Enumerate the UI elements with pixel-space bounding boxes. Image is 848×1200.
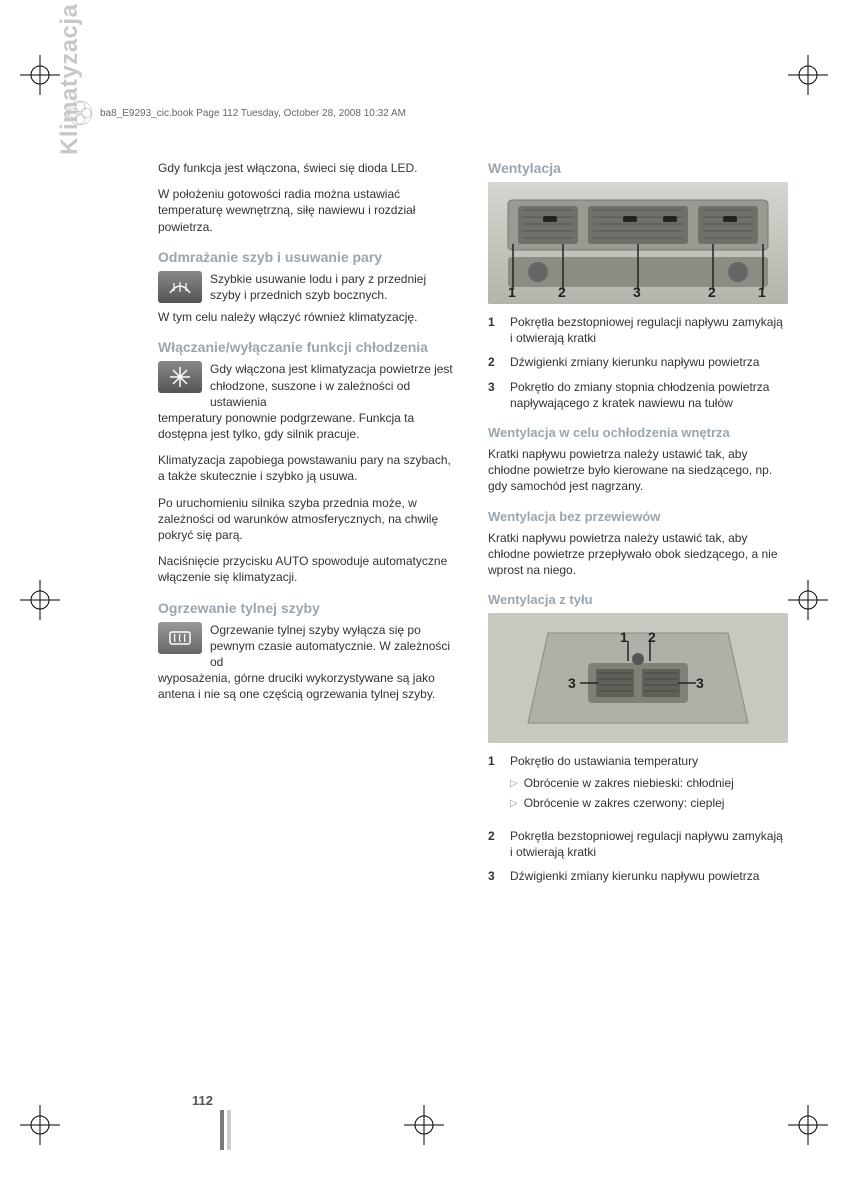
heading-no-draft: Wentylacja bez przewiewów <box>488 509 788 524</box>
heading-defrost: Odmrażanie szyb i usuwanie pary <box>158 249 458 265</box>
list-item: 3Dźwigienki zmiany kierunku napływu powi… <box>488 868 788 884</box>
crop-mark-tr <box>788 55 828 95</box>
page-bar-indicator <box>220 1110 231 1150</box>
right-column: Wentylacja <box>488 160 788 892</box>
cooling-text: Gdy włączona jest klimatyzacja powietrze… <box>210 361 458 410</box>
page-number: 112 <box>192 1093 213 1108</box>
fig2-label-2: 2 <box>648 629 656 645</box>
heading-cool-interior: Wentylacja w celu ochłodzenia wnętrza <box>488 425 788 440</box>
cooling-block: Gdy włączona jest klimatyzacja powietrze… <box>158 361 458 410</box>
fig2-label-3b: 3 <box>696 675 704 691</box>
rear-heat-after: wyposażenia, górne druciki wykorzystywan… <box>158 670 458 702</box>
fig2-label-3a: 3 <box>568 675 576 691</box>
intro-p1: Gdy funkcja jest włączona, świeci się di… <box>158 160 458 176</box>
triangle-icon: ▷ <box>510 797 518 811</box>
section-tab: Klimatyzacja <box>56 4 84 155</box>
list-item: 2Pokrętła bezstopniowej regulacji napływ… <box>488 828 788 860</box>
rear-vent-list: 1 Pokrętło do ustawiania temperatury ▷Ob… <box>488 753 788 884</box>
rear-heat-block: Ogrzewanie tylnej szyby wyłącza się po p… <box>158 622 458 671</box>
sub-item: ▷Obrócenie w zakres niebieski: chłodniej <box>510 775 788 791</box>
heading-rear-heat: Ogrzewanie tylnej szyby <box>158 600 458 616</box>
fig1-label-1b: 1 <box>758 284 766 300</box>
crop-mark-br <box>788 1105 828 1145</box>
list-item: 1Pokrętła bezstopniowej regulacji napływ… <box>488 314 788 346</box>
rear-heat-text: Ogrzewanie tylnej szyby wyłącza się po p… <box>210 622 458 671</box>
cooling-p4: Naciśnięcie przycisku AUTO spowoduje aut… <box>158 553 458 585</box>
list-item: 1 Pokrętło do ustawiania temperatury ▷Ob… <box>488 753 788 820</box>
cooling-p3: Po uruchomieniu silnika szyba przednia m… <box>158 495 458 544</box>
figure-rear-vents: 1 2 3 3 <box>488 613 788 743</box>
rear-defrost-icon <box>158 622 202 654</box>
cool-interior-p: Kratki napływu powietrza należy ustawić … <box>488 446 788 495</box>
crop-mark-mr <box>788 580 828 620</box>
left-column: Gdy funkcja jest włączona, świeci się di… <box>158 160 458 892</box>
intro-p2: W położeniu gotowości radia można ustawi… <box>158 186 458 235</box>
cooling-after1: temperatury ponownie podgrzewane. Funkcj… <box>158 410 458 442</box>
header-text: ba8_E9293_cic.book Page 112 Tuesday, Oct… <box>100 108 406 119</box>
list-item: 2Dźwigienki zmiany kierunku napływu powi… <box>488 354 788 370</box>
defrost-after: W tym celu należy włączyć również klimat… <box>158 309 458 325</box>
crop-mark-bl <box>20 1105 60 1145</box>
cooling-p2: Klimatyzacja zapobiega powstawaniu pary … <box>158 452 458 484</box>
crop-mark-tl <box>20 55 60 95</box>
heading-ventilation: Wentylacja <box>488 160 788 176</box>
triangle-icon: ▷ <box>510 777 518 791</box>
defrost-text: Szybkie usuwanie lodu i pary z przedniej… <box>210 271 458 303</box>
fig1-label-2a: 2 <box>558 284 566 300</box>
defrost-icon <box>158 271 202 303</box>
fig1-label-2b: 2 <box>708 284 716 300</box>
fig1-label-3: 3 <box>633 284 641 300</box>
heading-cooling: Włączanie/wyłączanie funkcji chłodzenia <box>158 339 458 355</box>
page-content: Gdy funkcja jest włączona, świeci się di… <box>158 160 788 892</box>
figure-front-vents: 1 2 3 2 1 <box>488 182 788 304</box>
crop-mark-bc <box>404 1105 444 1145</box>
defrost-block: Szybkie usuwanie lodu i pary z przedniej… <box>158 271 458 303</box>
fig1-label-1a: 1 <box>508 284 516 300</box>
vent-list: 1Pokrętła bezstopniowej regulacji napływ… <box>488 314 788 411</box>
crop-mark-ml <box>20 580 60 620</box>
snowflake-icon <box>158 361 202 393</box>
heading-rear-vent: Wentylacja z tyłu <box>488 592 788 607</box>
no-draft-p: Kratki napływu powietrza należy ustawić … <box>488 530 788 579</box>
list-item: 3Pokrętło do zmiany stopnia chłodzenia p… <box>488 379 788 411</box>
sub-item: ▷Obrócenie w zakres czerwony: cieplej <box>510 795 788 811</box>
fig2-label-1: 1 <box>620 629 628 645</box>
